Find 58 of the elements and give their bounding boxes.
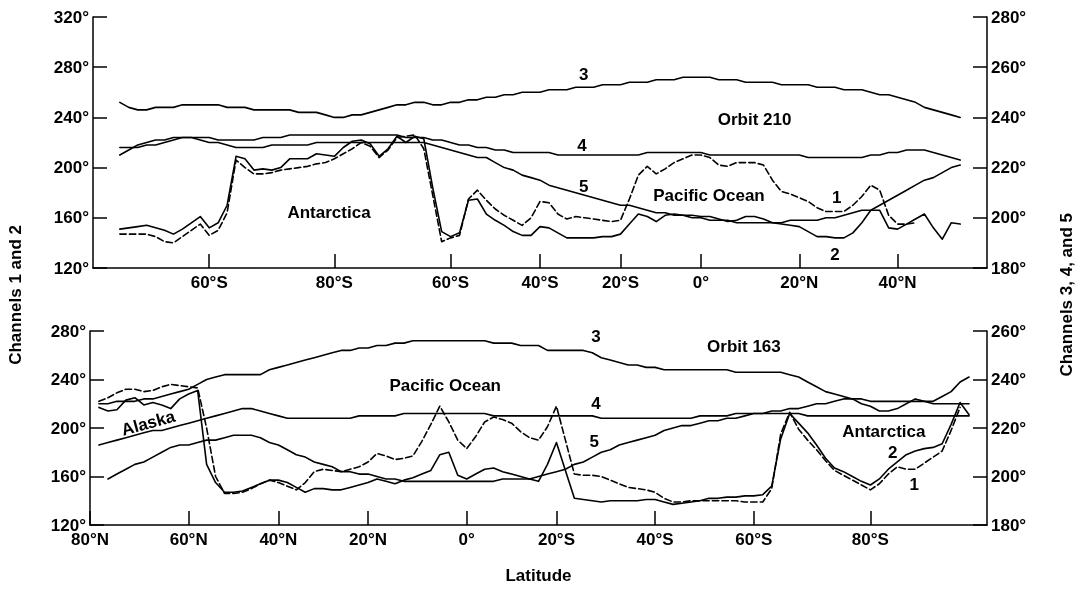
annotation: 4 [591,394,602,414]
y-tick-label: 200° [50,418,87,438]
annotation: 3 [579,65,589,85]
x-tick-label: 80°N [71,530,109,549]
y2-tick-label: 220° [991,418,1027,438]
annotation: Alaska [119,406,178,440]
y2-tick-label: 200° [991,208,1027,228]
y-tick-label: 120° [53,258,90,278]
x-tick-label: 40°N [878,273,917,292]
annotation: 1 [909,474,920,494]
x-tick-label: 40°N [259,530,298,549]
annotation: Antarctica [842,422,926,442]
y2-tick-label: 180° [991,258,1027,278]
x-tick-label: 80°S [851,530,889,549]
x-tick-label: 20°S [601,273,639,292]
y-tick-label: 200° [53,158,90,178]
annotation: 5 [589,432,599,452]
annotation: Orbit 210 [717,110,792,130]
x-tick-label: 60°S [432,273,470,292]
y2-tick-label: 260° [991,321,1027,341]
x-tick-label: 20°S [537,530,575,549]
y2-tick-label: 240° [991,370,1027,389]
y2-tick-label: 240° [991,107,1027,127]
x-tick-label: 20°N [349,530,388,549]
annotation: 5 [579,176,589,196]
x-tick-label: 0° [692,273,710,292]
annotation: 2 [830,244,840,264]
y-tick-label: 240° [53,107,90,127]
y2-tick-label: 260° [991,57,1027,77]
x-tick-label: 60°N [169,530,208,549]
x-tick-label: 40°S [636,530,674,549]
annotation: 4 [577,135,588,155]
annotation: Pacific Ocean [653,185,765,205]
x-axis-title: Latitude [505,566,572,585]
annotation: Pacific Ocean [389,375,501,395]
y-tick-label: 240° [50,370,87,389]
y2-tick-label: 180° [991,515,1027,535]
annotation: 1 [832,188,842,208]
y-tick-label: 160° [53,208,90,228]
x-tick-label: 0° [458,530,476,549]
annotation: 2 [888,442,898,462]
x-tick-label: 60°S [190,273,228,292]
y-tick-label: 160° [50,467,87,486]
y2-tick-label: 220° [991,158,1027,178]
x-tick-label: 20°N [780,273,819,292]
y-tick-label: 280° [53,57,90,77]
y-tick-label: 320° [53,7,90,27]
y-tick-label: 280° [50,321,87,341]
x-tick-label: 80°S [315,273,353,292]
y-axis-title: Channels 1 and 2 [6,225,26,365]
y2-tick-label: 280° [991,7,1027,27]
y2-axis-title: Channels 3, 4, and 5 [1057,213,1077,377]
x-tick-label: 40°S [521,273,559,292]
y2-tick-label: 200° [991,467,1027,486]
annotation: 3 [591,327,601,347]
annotation: Orbit 163 [707,337,781,357]
x-tick-label: 60°S [735,530,773,549]
annotation: Antarctica [287,203,372,223]
